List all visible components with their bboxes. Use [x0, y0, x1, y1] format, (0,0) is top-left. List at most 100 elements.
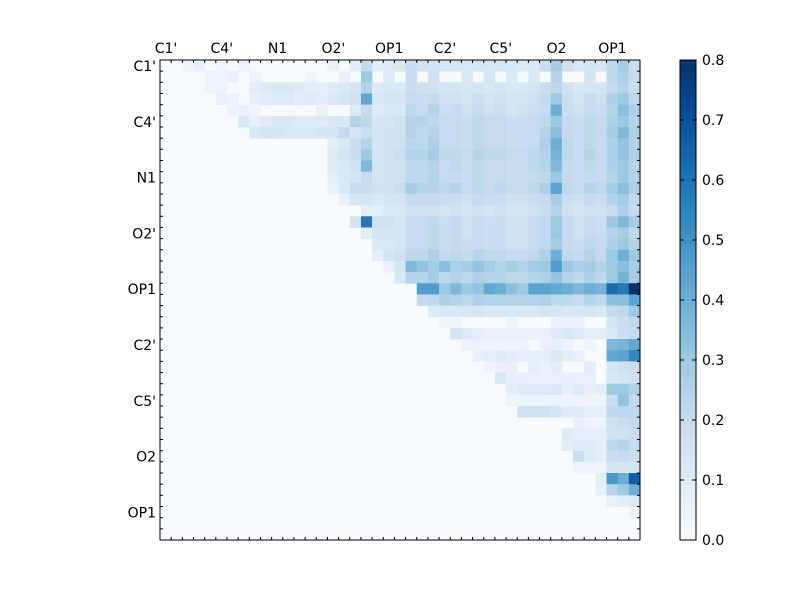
heatmap-cell [506, 193, 518, 206]
heatmap-cell [539, 93, 552, 106]
heatmap-cell [305, 126, 317, 139]
heatmap-cell [506, 227, 518, 239]
heatmap-cell [561, 182, 574, 195]
x-tick-label: OP1 [375, 41, 403, 57]
heatmap-cell [494, 305, 507, 318]
colorbar-tick-label: 0.3 [702, 353, 724, 369]
heatmap-cell [405, 71, 418, 83]
heatmap-cell [528, 283, 540, 295]
heatmap-cell [427, 93, 440, 106]
heatmap-cell [394, 149, 406, 161]
heatmap-cell [394, 182, 406, 195]
heatmap-cell [617, 305, 630, 318]
heatmap-cell [617, 294, 630, 306]
heatmap-cell [606, 272, 619, 284]
heatmap-cell [338, 71, 351, 83]
heatmap-cell [372, 216, 384, 228]
heatmap-cell [416, 193, 429, 206]
heatmap-cell [483, 283, 496, 295]
heatmap-cell [517, 216, 529, 228]
y-axis-tick-labels: C1' C4' N1 O2' OP1 C2' C5' O2 OP1 [128, 59, 156, 521]
heatmap-cell [439, 138, 451, 150]
heatmap-cell [394, 227, 406, 239]
heatmap-cell [517, 283, 529, 295]
heatmap-cell [416, 272, 429, 284]
heatmap-cell [405, 193, 418, 206]
heatmap-cell [539, 394, 552, 407]
heatmap-cell [483, 260, 496, 273]
y-tick-label: C1' [133, 59, 156, 75]
heatmap-cell [539, 227, 552, 239]
heatmap-cell [249, 71, 261, 83]
heatmap-cell [573, 149, 585, 161]
heatmap-cell [595, 249, 607, 262]
heatmap-cell [595, 238, 607, 251]
heatmap-cell [349, 216, 362, 228]
heatmap-cell [550, 383, 563, 396]
heatmap-cell [561, 193, 574, 206]
heatmap-cell [461, 205, 473, 217]
heatmap-cell [494, 171, 507, 184]
heatmap-cell [573, 126, 585, 139]
heatmap-cell [573, 394, 585, 407]
heatmap-cell [561, 60, 574, 72]
heatmap-cell [617, 272, 630, 284]
heatmap-cell [606, 350, 619, 362]
heatmap-cell [405, 205, 418, 217]
heatmap-cell [461, 327, 473, 340]
heatmap-cell [595, 417, 607, 429]
heatmap-cell [494, 283, 507, 295]
heatmap-cell [494, 149, 507, 161]
colorbar-tick-label: 0.2 [702, 413, 724, 429]
heatmap-cell [372, 160, 384, 173]
heatmap-cell [628, 484, 641, 496]
heatmap-cell [360, 82, 373, 94]
heatmap-cell [472, 216, 485, 228]
heatmap-cell [617, 316, 630, 329]
heatmap-cell [617, 350, 630, 362]
heatmap-cell [327, 126, 339, 139]
heatmap-cell [461, 82, 473, 94]
heatmap-cell [617, 339, 630, 351]
heatmap-cell [550, 406, 563, 418]
heatmap-cell [595, 193, 607, 206]
heatmap-cell [584, 339, 596, 351]
heatmap-cell [383, 249, 395, 262]
heatmap-cell [595, 450, 607, 463]
heatmap-cell [215, 60, 228, 72]
heatmap-cell [405, 171, 418, 184]
heatmap-cell [383, 171, 395, 184]
heatmap-cell [293, 82, 306, 94]
heatmap-cell [461, 193, 473, 206]
heatmap-cell [506, 305, 518, 318]
y-tick-label: OP1 [128, 505, 156, 521]
heatmap-cell [472, 339, 485, 351]
heatmap-cell [617, 182, 630, 195]
heatmap-cell [439, 249, 451, 262]
heatmap-cell [249, 93, 261, 106]
heatmap-cell [483, 93, 496, 106]
heatmap-cell [427, 171, 440, 184]
heatmap-cell [394, 104, 406, 117]
heatmap-cell [461, 149, 473, 161]
heatmap-cell [327, 60, 339, 72]
heatmap-cell [550, 305, 563, 318]
heatmap-cell [584, 249, 596, 262]
heatmap-cell [372, 171, 384, 184]
heatmap-cell [573, 294, 585, 306]
heatmap-cell [506, 372, 518, 385]
heatmap-cell [305, 82, 317, 94]
heatmap-cell [539, 361, 552, 373]
colorbar-tick-label: 0.1 [702, 473, 724, 489]
heatmap-cell [528, 82, 540, 94]
heatmap-cell [573, 249, 585, 262]
heatmap-cell [606, 149, 619, 161]
heatmap-cell [416, 149, 429, 161]
heatmap-cell [584, 383, 596, 396]
heatmap-cell [617, 394, 630, 407]
heatmap-cell [584, 71, 596, 83]
heatmap-cell [427, 115, 440, 128]
heatmap-cell [461, 138, 473, 150]
heatmap-cell [584, 205, 596, 217]
heatmap-cell [316, 93, 328, 106]
